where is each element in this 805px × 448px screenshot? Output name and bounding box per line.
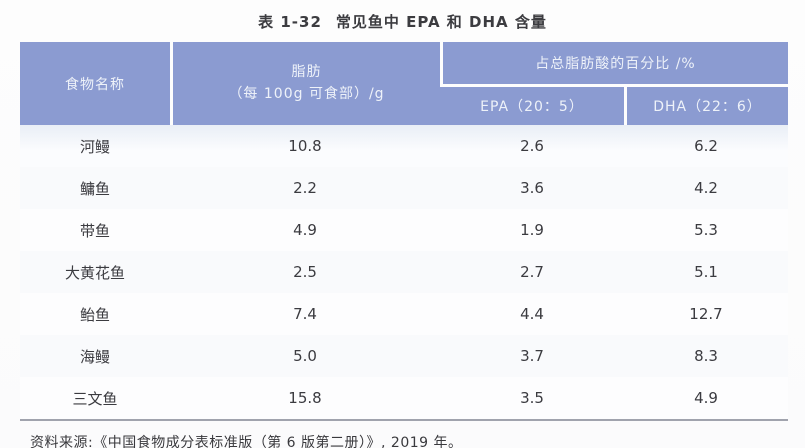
cell-fat: 15.8 [170, 377, 440, 419]
header-fat-line2: （每 100g 可食部）/g [228, 85, 385, 102]
cell-epa: 3.6 [440, 167, 624, 209]
cell-fat: 2.5 [170, 251, 440, 293]
cell-dha: 8.3 [624, 335, 789, 377]
header-percent-group: 占总脂肪酸的百分比 /% [440, 42, 789, 84]
table-caption: 常见鱼中 EPA 和 DHA 含量 [335, 13, 547, 31]
table-row: 大黄花鱼 2.5 2.7 5.1 [20, 251, 789, 293]
cell-name: 鲐鱼 [20, 293, 170, 335]
cell-epa: 2.6 [440, 125, 624, 167]
table-row: 鳙鱼 2.2 3.6 4.2 [20, 167, 789, 209]
table-row: 带鱼 4.9 1.9 5.3 [20, 209, 789, 251]
header-epa: EPA（20：5） [440, 84, 624, 125]
cell-name: 海鳗 [20, 335, 170, 377]
cell-dha: 4.2 [624, 167, 789, 209]
table-number: 表 1-32 [258, 13, 322, 31]
table-body: 河鳗 10.8 2.6 6.2 鳙鱼 2.2 3.6 4.2 带鱼 4.9 1.9 5.3 大黄花鱼 2.… [20, 125, 789, 419]
cell-dha: 12.7 [624, 293, 789, 335]
table-title: 表 1-32 常见鱼中 EPA 和 DHA 含量 [0, 0, 805, 32]
cell-fat: 2.2 [170, 167, 440, 209]
header-food-name: 食物名称 [20, 42, 170, 125]
cell-dha: 5.1 [624, 251, 789, 293]
cell-epa: 4.4 [440, 293, 624, 335]
table-container: 食物名称 脂肪 （每 100g 可食部）/g 占总脂肪酸的百分比 /% EPA（… [20, 42, 789, 421]
epa-dha-table: 食物名称 脂肪 （每 100g 可食部）/g 占总脂肪酸的百分比 /% EPA（… [20, 42, 789, 421]
cell-fat: 5.0 [170, 335, 440, 377]
table-row: 海鳗 5.0 3.7 8.3 [20, 335, 789, 377]
cell-name: 鳙鱼 [20, 167, 170, 209]
cell-name: 三文鱼 [20, 377, 170, 419]
cell-name: 大黄花鱼 [20, 251, 170, 293]
header-fat-line1: 脂肪 [291, 63, 322, 80]
cell-epa: 3.7 [440, 335, 624, 377]
cell-fat: 4.9 [170, 209, 440, 251]
table-row: 河鳗 10.8 2.6 6.2 [20, 125, 789, 167]
header-dha: DHA（22：6） [624, 84, 789, 125]
cell-name: 带鱼 [20, 209, 170, 251]
table-row: 三文鱼 15.8 3.5 4.9 [20, 377, 789, 419]
header-fat: 脂肪 （每 100g 可食部）/g [170, 42, 440, 125]
cell-fat: 10.8 [170, 125, 440, 167]
cell-dha: 4.9 [624, 377, 789, 419]
cell-dha: 6.2 [624, 125, 789, 167]
table-header: 食物名称 脂肪 （每 100g 可食部）/g 占总脂肪酸的百分比 /% EPA（… [20, 42, 789, 125]
source-note: 资料来源:《中国食物成分表标准版（第 6 版第二册）》, 2019 年。 [30, 435, 463, 448]
cell-name: 河鳗 [20, 125, 170, 167]
cell-epa: 1.9 [440, 209, 624, 251]
cell-epa: 3.5 [440, 377, 624, 419]
cell-dha: 5.3 [624, 209, 789, 251]
table-row: 鲐鱼 7.4 4.4 12.7 [20, 293, 789, 335]
cell-epa: 2.7 [440, 251, 624, 293]
cell-fat: 7.4 [170, 293, 440, 335]
